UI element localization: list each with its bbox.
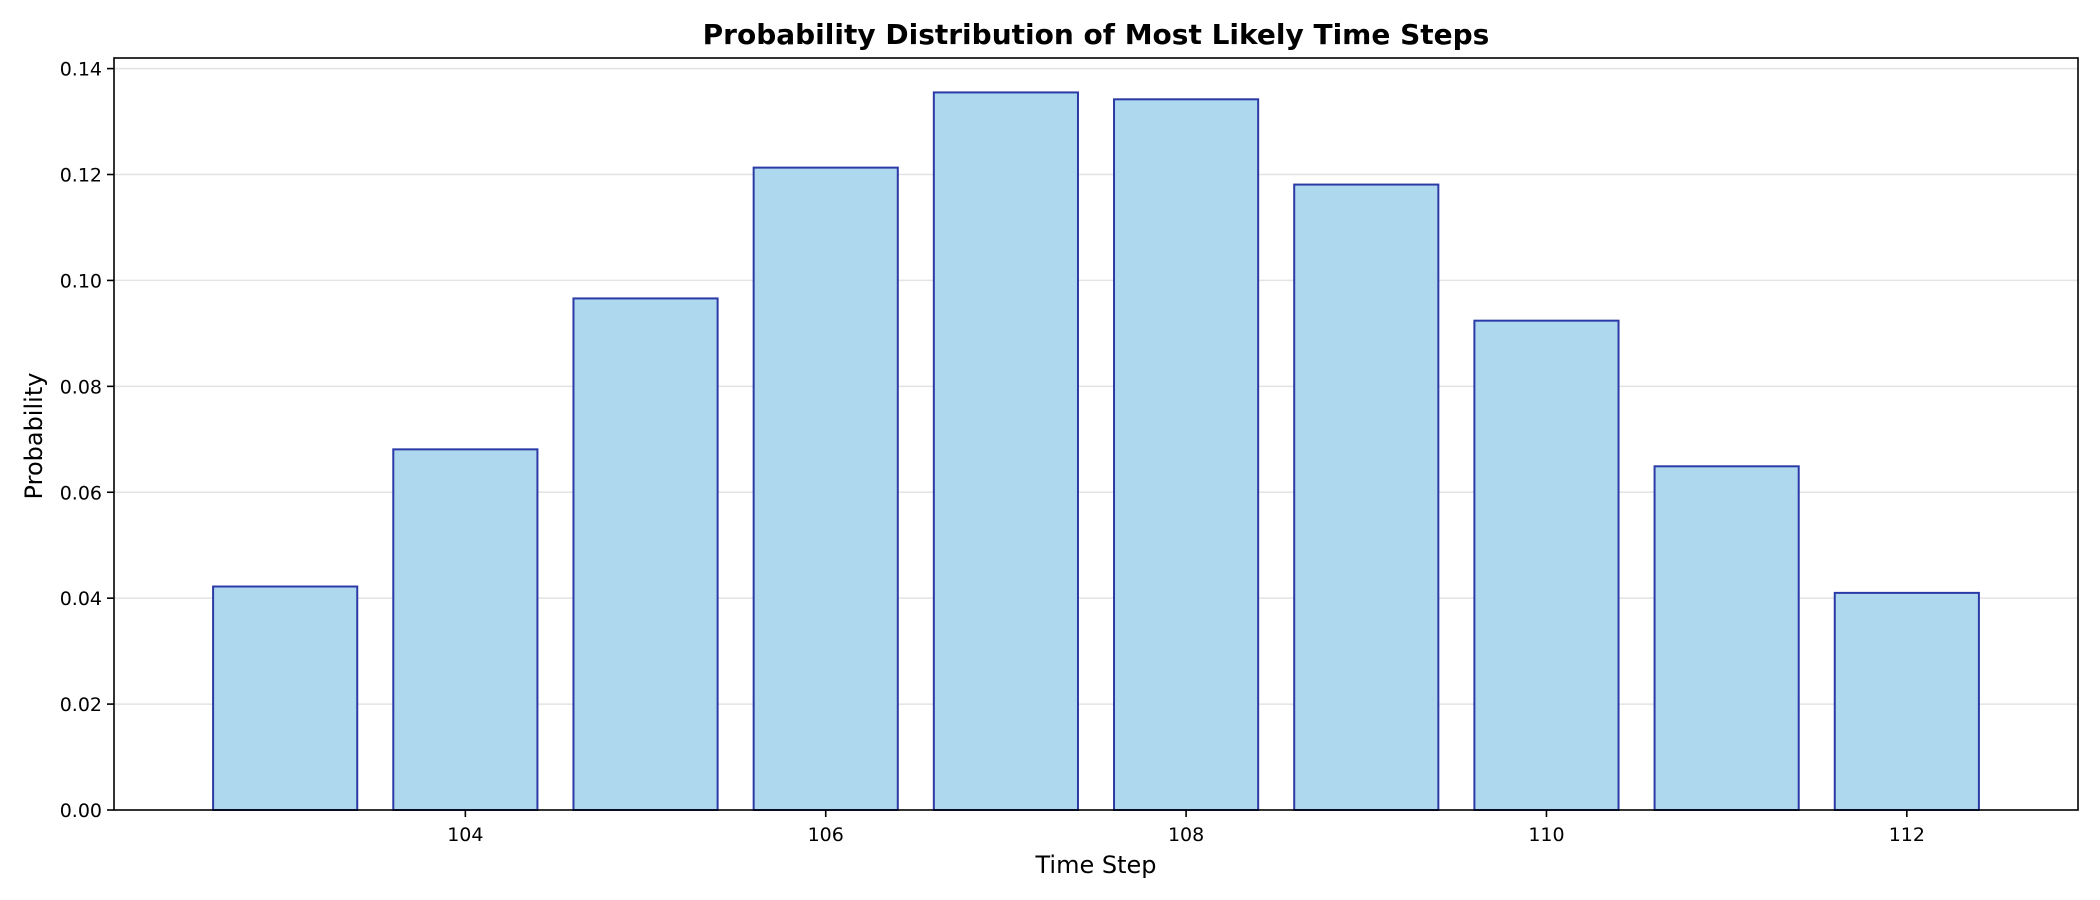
y-tick-label: 0.04	[60, 588, 102, 610]
y-tick-label: 0.12	[60, 165, 102, 187]
y-tick-label: 0.00	[60, 800, 102, 822]
y-tick-label: 0.06	[60, 482, 102, 504]
bar	[572, 297, 719, 811]
x-tick-label: 110	[1528, 824, 1564, 846]
bar	[1833, 591, 1980, 811]
y-tick-label: 0.10	[60, 270, 102, 292]
x-axis-label: Time Step	[1034, 851, 1156, 879]
bar	[752, 166, 899, 811]
bar	[212, 585, 359, 811]
x-tick-label: 108	[1168, 824, 1204, 846]
x-tick-label: 104	[447, 824, 483, 846]
bar	[1113, 98, 1260, 811]
x-tick-label: 106	[808, 824, 844, 846]
bar	[1653, 465, 1800, 811]
plot-frame	[113, 57, 2079, 811]
bar	[1473, 319, 1620, 811]
x-tick-label: 112	[1889, 824, 1925, 846]
axis-ticks: 0.00 0.02 0.04 0.06 0.08 0.10 0.12 0.14 104 106 10…	[60, 59, 1925, 846]
y-tick-label: 0.08	[60, 376, 102, 398]
y-tick-label: 0.14	[60, 59, 102, 81]
y-axis-label: Probability	[20, 373, 48, 500]
bar	[932, 91, 1079, 811]
bars	[212, 91, 1980, 811]
chart-title: Probability Distribution of Most Likely …	[703, 18, 1490, 51]
bar	[1293, 183, 1440, 811]
bar	[392, 448, 539, 811]
y-tick-label: 0.02	[60, 694, 102, 716]
